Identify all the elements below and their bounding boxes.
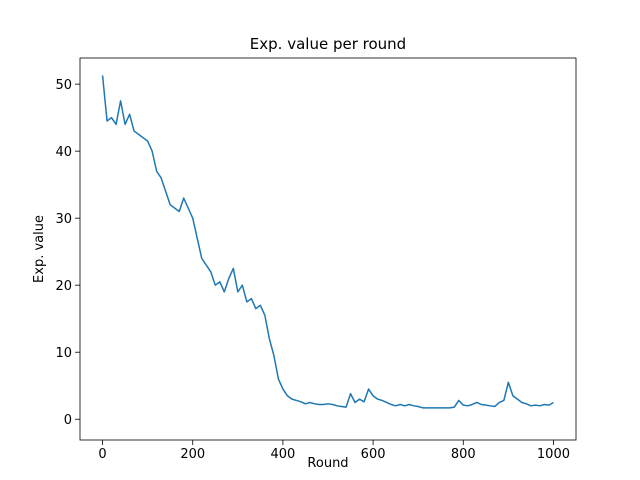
y-tick-label: 10 — [55, 346, 72, 361]
y-tick-label: 40 — [55, 145, 72, 160]
y-tick-label: 30 — [55, 212, 72, 227]
plot-frame — [79, 57, 577, 441]
x-tick-label: 1000 — [537, 447, 570, 462]
data-line — [101, 75, 554, 409]
x-tick-label: 600 — [361, 447, 386, 462]
y-axis-label: Exp. value — [32, 215, 47, 283]
chart-title: Exp. value per round — [250, 35, 406, 53]
x-axis-label: Round — [307, 456, 348, 471]
y-tick-label: 50 — [55, 78, 72, 93]
y-tick-label: 0 — [64, 413, 72, 428]
x-tick-label: 200 — [180, 447, 205, 462]
x-tick-label: 0 — [98, 447, 106, 462]
x-tick-label: 400 — [270, 447, 295, 462]
x-tick-label: 800 — [451, 447, 476, 462]
y-tick-label: 20 — [55, 279, 72, 294]
